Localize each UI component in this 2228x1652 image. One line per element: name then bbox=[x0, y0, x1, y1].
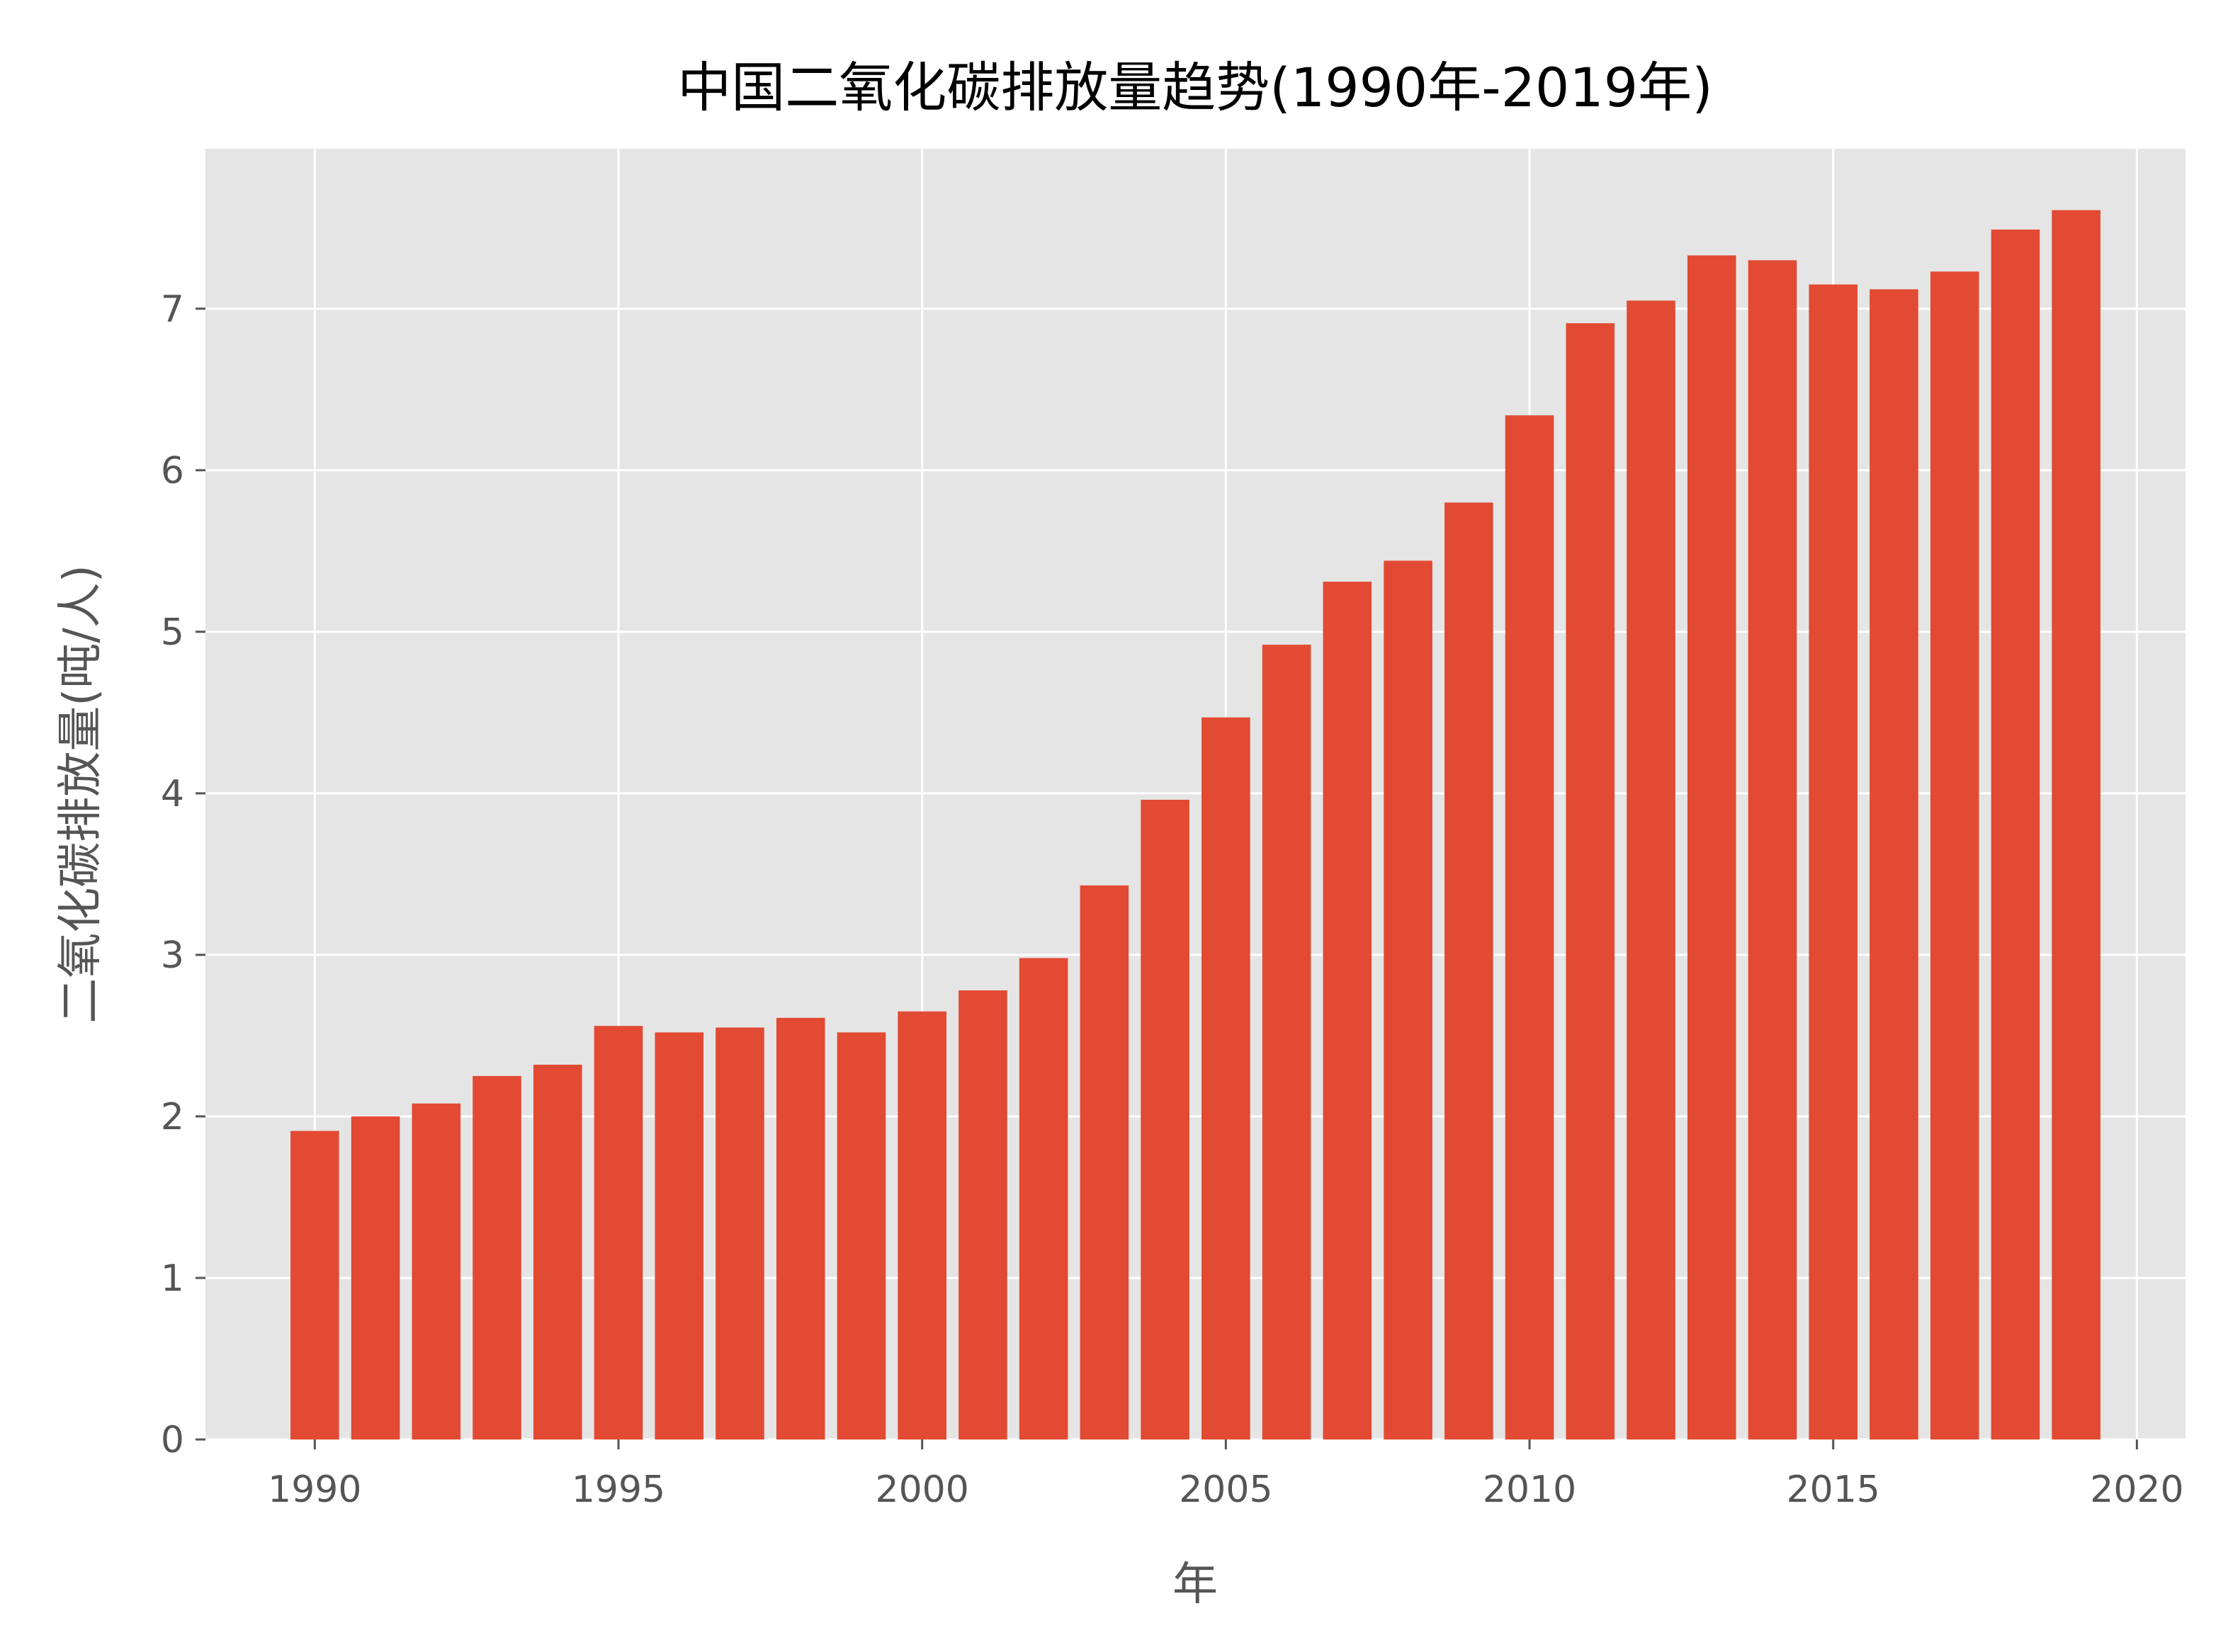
y-tick-label: 2 bbox=[161, 1096, 184, 1138]
x-tick-label: 2010 bbox=[1483, 1469, 1576, 1511]
bar-2010 bbox=[1505, 415, 1554, 1439]
bar-2009 bbox=[1444, 502, 1493, 1439]
bar-1993 bbox=[473, 1075, 521, 1439]
y-axis-ticks: 0 1 2 3 4 5 6 7 bbox=[161, 288, 205, 1461]
bar-2006 bbox=[1262, 645, 1311, 1439]
x-tick-label: 2020 bbox=[2090, 1469, 2183, 1511]
y-tick-label: 1 bbox=[161, 1257, 184, 1300]
bar-2018 bbox=[1991, 230, 2040, 1439]
y-tick-label: 5 bbox=[161, 611, 184, 654]
bar-1994 bbox=[533, 1064, 582, 1439]
bar-2000 bbox=[898, 1011, 946, 1439]
bars bbox=[290, 210, 2100, 1440]
x-tick-label: 2015 bbox=[1787, 1469, 1880, 1511]
bar-2001 bbox=[959, 990, 1007, 1439]
bar-2012 bbox=[1627, 300, 1675, 1440]
y-tick-label: 0 bbox=[161, 1419, 184, 1461]
bar-2011 bbox=[1566, 323, 1615, 1440]
x-tick-label: 1990 bbox=[268, 1469, 361, 1511]
bar-1997 bbox=[716, 1027, 764, 1439]
bar-1999 bbox=[837, 1032, 886, 1439]
x-tick-label: 2005 bbox=[1179, 1469, 1272, 1511]
bar-1996 bbox=[655, 1032, 704, 1439]
y-tick-label: 7 bbox=[161, 288, 184, 331]
bar-2007 bbox=[1323, 582, 1372, 1439]
y-tick-label: 4 bbox=[161, 773, 184, 815]
y-axis-label: 二氧化碳排放量(吨/人) bbox=[55, 565, 107, 1024]
bar-2013 bbox=[1687, 255, 1736, 1439]
bar-2015 bbox=[1809, 284, 1858, 1439]
bar-1992 bbox=[412, 1103, 461, 1439]
bar-2002 bbox=[1019, 958, 1068, 1439]
bar-2008 bbox=[1384, 560, 1432, 1439]
bar-2004 bbox=[1141, 799, 1189, 1439]
chart-title: 中国二氧化碳排放量趋势(1990年-2019年) bbox=[677, 56, 1713, 119]
bar-2014 bbox=[1748, 260, 1797, 1439]
x-tick-label: 2000 bbox=[876, 1469, 969, 1511]
x-tick-label: 1995 bbox=[572, 1469, 665, 1511]
bar-1995 bbox=[594, 1026, 643, 1439]
bar-1998 bbox=[776, 1017, 825, 1439]
y-tick-label: 6 bbox=[161, 450, 184, 492]
bar-1991 bbox=[351, 1116, 400, 1439]
bar-2005 bbox=[1201, 717, 1250, 1439]
bar-1990 bbox=[290, 1131, 339, 1439]
bar-2019 bbox=[2052, 210, 2100, 1439]
x-axis-ticks: 1990 1995 2000 2005 2010 2015 2020 bbox=[268, 1439, 2184, 1511]
bar-2017 bbox=[1930, 271, 1979, 1439]
bar-2016 bbox=[1870, 289, 1918, 1439]
x-axis-label: 年 bbox=[1172, 1558, 1218, 1611]
bar-2003 bbox=[1080, 885, 1129, 1439]
y-tick-label: 3 bbox=[161, 934, 184, 977]
